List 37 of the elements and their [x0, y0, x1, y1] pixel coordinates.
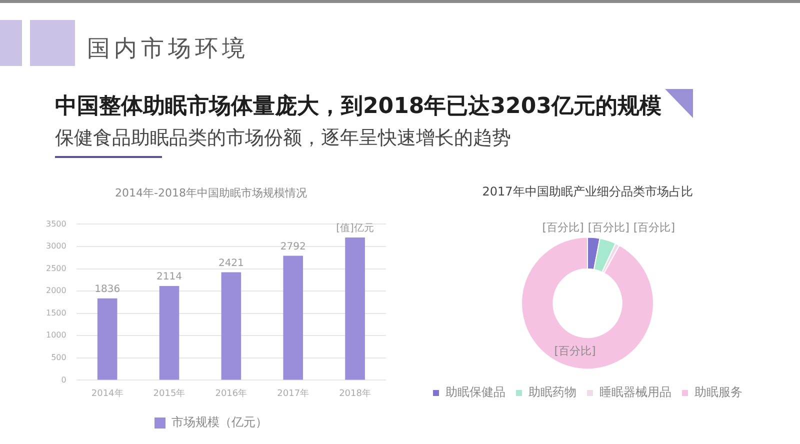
- x-tick-label: 2015年: [153, 388, 186, 399]
- bar: [97, 298, 118, 380]
- data-label: [百分比]: [554, 344, 596, 358]
- legend-label: 助眠药物: [528, 385, 576, 400]
- chart-title: 2014年-2018年中国助眠市场规模情况: [115, 186, 307, 200]
- x-tick-label: 2017年: [277, 388, 310, 399]
- y-tick-label: 0: [61, 375, 66, 384]
- y-tick-label: 3000: [46, 242, 66, 251]
- x-tick-label: 2016年: [215, 388, 248, 399]
- y-tick-label: 2000: [46, 286, 66, 296]
- legend-label: 助眠保健品: [446, 385, 506, 400]
- text: 国内市场环境: [87, 35, 249, 64]
- y-tick-label: 3500: [46, 219, 66, 228]
- data-label: [百分比]: [588, 221, 630, 234]
- y-tick-label: 1500: [46, 308, 66, 318]
- x-tick-label: 2014年: [91, 388, 124, 399]
- y-tick-label: 2500: [46, 264, 66, 273]
- legend-label: 睡眠器械用品: [600, 385, 672, 400]
- legend-label: 市场规模（亿元）: [172, 415, 268, 430]
- legend-label: 助眠服务: [694, 385, 742, 400]
- text: 保健食品助眠品类的市场份额，逐年呈快速增长的趋势: [55, 126, 511, 151]
- data-label: [百分比]: [542, 221, 584, 234]
- data-label: 2421: [218, 258, 244, 269]
- y-tick-label: 500: [51, 352, 66, 362]
- data-label: 1836: [94, 284, 120, 295]
- y-tick-label: 1000: [46, 330, 66, 340]
- data-label: [值]亿元: [336, 223, 374, 234]
- bar: [345, 237, 365, 380]
- x-tick-label: 2018年: [339, 388, 371, 399]
- data-label: [百分比]: [633, 221, 676, 234]
- text: 中国整体助眠市场体量庞大，到2018年已达3203亿元的规模: [55, 93, 662, 121]
- bar: [221, 272, 242, 380]
- bar: [159, 286, 180, 380]
- data-label: 2114: [156, 272, 182, 283]
- data-label: 2792: [280, 241, 306, 252]
- bar: [283, 256, 304, 380]
- chart-title: 2017年中国助眠产业细分品类市场占比: [482, 184, 693, 198]
